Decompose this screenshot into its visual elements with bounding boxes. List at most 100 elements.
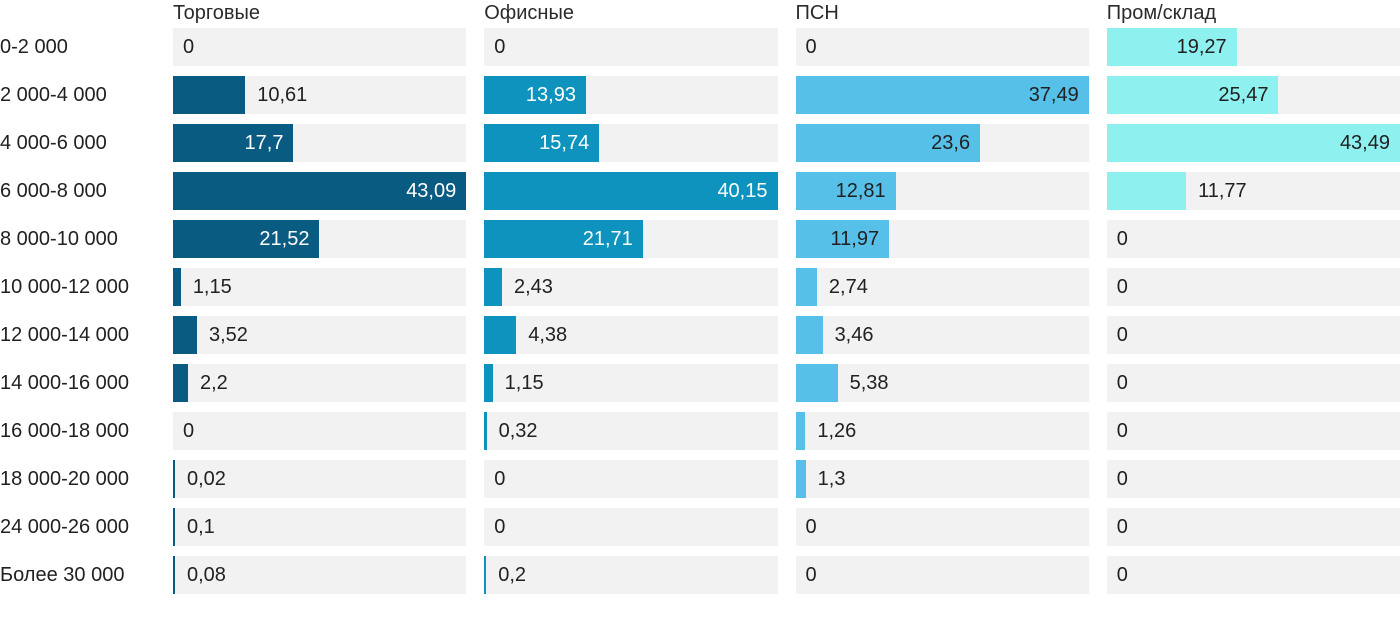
bar-fill (173, 316, 197, 354)
bar-fill: 15,74 (484, 124, 600, 162)
bar-value-label: 0 (805, 563, 817, 586)
bar-track: 0 (1106, 508, 1400, 546)
bar-track: 0 (1106, 412, 1400, 450)
bar-fill: 17,7 (173, 124, 294, 162)
bar-fill (795, 460, 806, 498)
row-label: 16 000-18 000 (0, 419, 130, 442)
bar-value-label: 0 (183, 35, 195, 58)
bar-track: 0 (173, 28, 467, 66)
bar-track: 0,1 (173, 508, 467, 546)
bar-fill: 43,49 (1106, 124, 1400, 162)
bar-fill: 43,09 (173, 172, 467, 210)
bar-fill (795, 316, 823, 354)
bar-track: 0 (484, 460, 778, 498)
bar-track: 12,81 (795, 172, 1089, 210)
bar-value-label: 0 (1116, 467, 1128, 490)
bar-fill: 21,52 (173, 220, 320, 258)
bar-fill (484, 412, 487, 450)
row-label: 8 000-10 000 (0, 227, 118, 250)
bar-value-label: 43,09 (406, 179, 457, 202)
bar-value-label: 37,49 (1028, 83, 1079, 106)
bar-value-label: 19,27 (1176, 35, 1227, 58)
bar-track: 0 (484, 28, 778, 66)
bar-fill (173, 76, 246, 114)
bar-track: 19,27 (1106, 28, 1400, 66)
bar-value-label: 21,52 (259, 227, 310, 250)
bar-fill (173, 508, 175, 546)
bar-value-label: 2,43 (513, 275, 553, 298)
column-headers-row: Торговые Офисные ПСН Пром/склад (0, 2, 1400, 28)
bar-value-label: 0 (1116, 275, 1128, 298)
bar-track: 0 (795, 28, 1089, 66)
bar-fill: 13,93 (484, 76, 586, 114)
row-label: 10 000-12 000 (0, 275, 130, 298)
bar-fill (795, 268, 817, 306)
bar-track: 5,38 (795, 364, 1089, 402)
bar-fill: 40,15 (484, 172, 778, 210)
bar-track: 11,77 (1106, 172, 1400, 210)
bar-value-label: 0 (1116, 419, 1128, 442)
bar-value-label: 11,77 (1198, 179, 1247, 202)
bar-track: 0 (795, 508, 1089, 546)
bar-fill: 21,71 (484, 220, 643, 258)
row-label: 24 000-26 000 (0, 515, 130, 538)
bar-value-label: 43,49 (1339, 131, 1390, 154)
bar-track: 4,38 (484, 316, 778, 354)
bar-value-label: 0,2 (498, 563, 527, 586)
bar-fill: 23,6 (795, 124, 981, 162)
bar-track: 1,15 (173, 268, 467, 306)
header-spacer (0, 2, 155, 28)
bar-value-label: 0,02 (187, 467, 226, 490)
row-label: 6 000-8 000 (0, 179, 107, 202)
bar-value-label: 0 (1116, 515, 1128, 538)
bar-fill: 37,49 (795, 76, 1089, 114)
price-distribution-chart: Торговые Офисные ПСН Пром/склад 0-2 000 0 0 0 1… (0, 2, 1400, 594)
bar-value-label: 0,08 (187, 563, 226, 586)
bar-track: 0 (1106, 316, 1400, 354)
bar-fill: 12,81 (795, 172, 896, 210)
row-label: 18 000-20 000 (0, 467, 130, 490)
bar-fill (484, 316, 517, 354)
bar-value-label: 0 (494, 35, 506, 58)
bar-track: 1,26 (795, 412, 1089, 450)
bar-track: 0 (484, 508, 778, 546)
bar-track: 15,74 (484, 124, 778, 162)
bar-track: 10,61 (173, 76, 467, 114)
row-label: Более 30 000 (0, 563, 125, 586)
bar-track: 43,49 (1106, 124, 1400, 162)
bar-fill: 25,47 (1106, 76, 1279, 114)
bar-track: 0,02 (173, 460, 467, 498)
bar-track: 23,6 (795, 124, 1089, 162)
bar-track: 0 (1106, 556, 1400, 594)
row-label: 2 000-4 000 (0, 83, 107, 106)
bar-fill (795, 412, 806, 450)
bar-value-label: 0,32 (498, 419, 538, 442)
bar-track: 0,32 (484, 412, 778, 450)
bar-track: 1,15 (484, 364, 778, 402)
bar-fill (173, 460, 175, 498)
bar-value-label: 2,74 (828, 275, 868, 298)
column-header: Торговые (173, 2, 261, 24)
bar-track: 0 (1106, 460, 1400, 498)
bar-fill: 19,27 (1106, 28, 1237, 66)
bar-fill (795, 364, 838, 402)
bar-value-label: 23,6 (931, 131, 971, 154)
bar-track: 25,47 (1106, 76, 1400, 114)
bar-value-label: 0 (1116, 563, 1128, 586)
bar-value-label: 0 (805, 515, 817, 538)
bar-track: 11,97 (795, 220, 1089, 258)
bar-value-label: 3,52 (208, 323, 248, 346)
bar-track: 21,52 (173, 220, 467, 258)
bar-fill (173, 268, 181, 306)
row-label: 0-2 000 (0, 35, 68, 58)
bar-value-label: 3,46 (834, 323, 874, 346)
bar-value-label: 0 (1116, 227, 1128, 250)
bar-track: 2,43 (484, 268, 778, 306)
bar-value-label: 5,38 (849, 371, 889, 394)
bar-value-label: 1,3 (817, 467, 846, 490)
bar-track: 3,46 (795, 316, 1089, 354)
bar-track: 0 (1106, 220, 1400, 258)
bar-value-label: 0 (494, 467, 506, 490)
bar-value-label: 1,15 (192, 275, 232, 298)
bar-value-label: 17,7 (244, 131, 284, 154)
